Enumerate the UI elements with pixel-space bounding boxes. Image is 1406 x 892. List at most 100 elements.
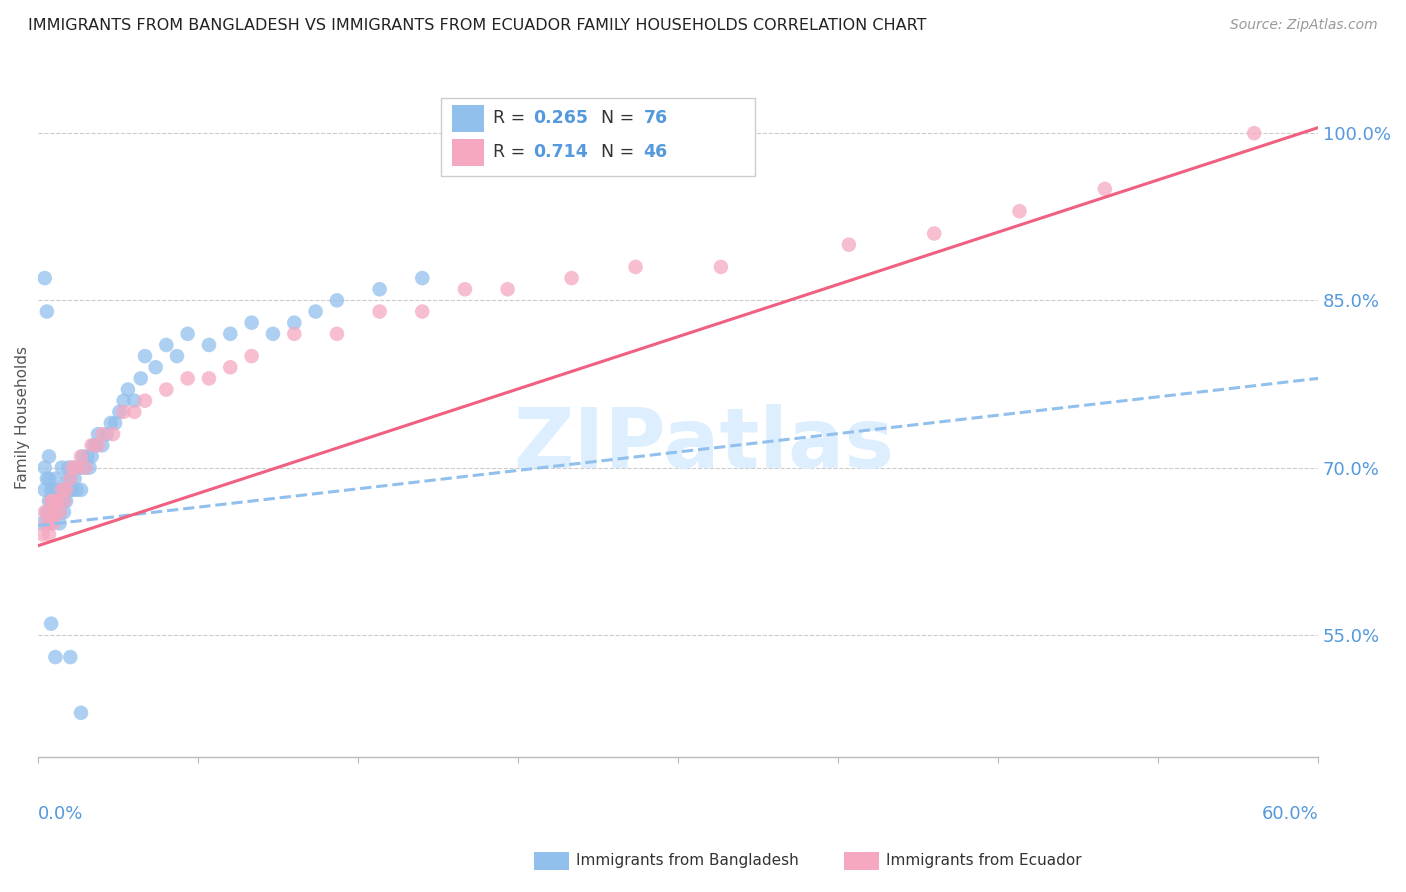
Point (561, 271, 583, 285)
Point (42, 516, 65, 531)
Point (326, 326, 349, 341)
Point (411, 271, 433, 285)
Point (59, 483, 82, 497)
Point (176, 326, 198, 341)
Text: N =: N = (602, 109, 640, 128)
Point (52, 494, 75, 508)
Point (66, 483, 89, 497)
FancyBboxPatch shape (441, 98, 755, 176)
Point (124, 405, 146, 419)
Point (55, 483, 77, 497)
Point (39, 505, 62, 519)
Point (51, 483, 73, 497)
Point (66, 460, 89, 475)
Point (44, 505, 66, 519)
Point (84, 438, 107, 452)
Point (66, 460, 89, 475)
Point (55, 494, 77, 508)
Point (838, 237, 860, 252)
FancyBboxPatch shape (451, 104, 484, 132)
Point (134, 349, 156, 363)
Point (34, 483, 56, 497)
Point (454, 282, 477, 296)
Point (63, 472, 86, 486)
Point (496, 282, 519, 296)
Point (39, 494, 62, 508)
Point (35, 304, 58, 318)
Point (112, 393, 135, 408)
Point (44, 494, 66, 508)
Point (52, 505, 75, 519)
Point (326, 293, 349, 308)
Point (117, 383, 139, 397)
Point (304, 304, 326, 318)
Point (58, 472, 80, 486)
Point (31, 516, 53, 531)
Point (262, 326, 284, 341)
Point (198, 338, 221, 352)
Point (51, 483, 73, 497)
Point (155, 383, 177, 397)
Point (91, 438, 114, 452)
Point (46, 483, 69, 497)
Point (48, 505, 70, 519)
Text: ZIPatlas: ZIPatlas (513, 404, 894, 485)
Point (124, 393, 146, 408)
Point (38, 494, 60, 508)
Point (42, 494, 65, 508)
Text: Immigrants from Bangladesh: Immigrants from Bangladesh (576, 854, 799, 868)
Point (134, 393, 156, 408)
Point (35, 472, 58, 486)
Point (38, 516, 60, 531)
Text: 0.0%: 0.0% (38, 805, 84, 823)
Point (101, 427, 124, 442)
Point (1094, 182, 1116, 196)
Point (48, 505, 70, 519)
Point (35, 516, 58, 531)
Point (59, 472, 82, 486)
Point (62, 460, 84, 475)
Point (198, 371, 221, 385)
Point (624, 260, 647, 274)
Point (34, 271, 56, 285)
Point (51, 460, 73, 475)
Point (39, 494, 62, 508)
Point (75, 460, 97, 475)
Point (129, 371, 152, 385)
Point (80, 450, 103, 464)
Point (108, 405, 131, 419)
Point (46, 505, 69, 519)
Point (710, 260, 733, 274)
Point (283, 316, 305, 330)
Point (67, 460, 90, 475)
Text: Immigrants from Ecuador: Immigrants from Ecuador (886, 854, 1081, 868)
Point (240, 349, 263, 363)
Point (83, 438, 105, 452)
Point (70, 450, 93, 464)
Point (46, 494, 69, 508)
Point (1243, 126, 1265, 140)
Text: 46: 46 (644, 144, 668, 161)
Point (42, 505, 65, 519)
Y-axis label: Family Households: Family Households (15, 346, 30, 489)
Text: Source: ZipAtlas.com: Source: ZipAtlas.com (1230, 18, 1378, 32)
Point (368, 282, 391, 296)
Point (38, 450, 60, 464)
Text: N =: N = (602, 144, 640, 161)
Point (38, 527, 60, 541)
Point (35, 505, 58, 519)
Point (112, 405, 135, 419)
Point (76, 450, 98, 464)
FancyBboxPatch shape (451, 138, 484, 166)
Point (219, 326, 242, 341)
Point (1008, 204, 1031, 219)
Point (283, 326, 305, 341)
Point (155, 338, 177, 352)
Point (42, 483, 65, 497)
Point (922, 227, 945, 241)
Point (368, 304, 391, 318)
Point (34, 505, 56, 519)
Point (219, 360, 242, 375)
Point (79, 460, 101, 475)
Text: 0.714: 0.714 (534, 144, 588, 161)
